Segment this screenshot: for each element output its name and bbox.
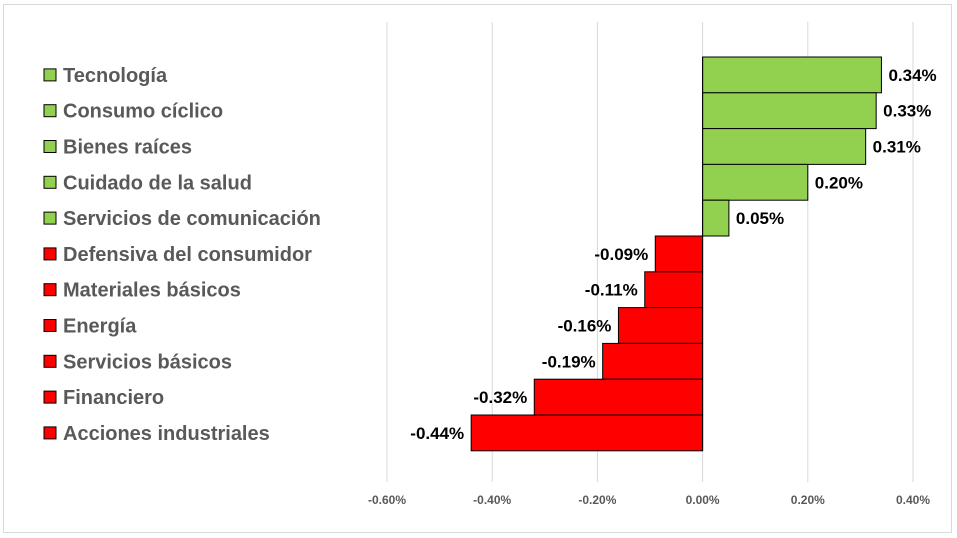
legend-swatch: [43, 426, 57, 440]
legend-label: Energía: [63, 316, 137, 338]
x-tick-label: 0.00%: [686, 493, 720, 507]
bar: [617, 307, 704, 344]
data-label: -0.16%: [558, 317, 612, 336]
legend-label: Servicios de comunicación: [63, 208, 321, 230]
bar: [702, 56, 882, 94]
legend-swatch: [43, 175, 57, 189]
legend: Tecnología Consumo cíclico Bienes raíces Cu…: [43, 65, 321, 445]
legend-swatch: [43, 283, 57, 297]
legend-label: Financiero: [63, 387, 164, 409]
legend-swatch: [43, 211, 57, 225]
data-label: 0.33%: [883, 102, 931, 121]
data-label: 0.31%: [873, 138, 921, 157]
data-label: 0.05%: [736, 209, 784, 228]
legend-swatch: [43, 247, 57, 261]
bar: [702, 128, 867, 165]
x-tick-label: 0.20%: [791, 493, 825, 507]
x-axis-ticks: -0.60% -0.40% -0.20% 0.00% 0.20% 0.40%: [368, 493, 930, 507]
legend-label: Bienes raíces: [63, 137, 192, 159]
legend-swatch: [43, 68, 57, 82]
legend-swatch: [43, 319, 57, 332]
legend-swatch: [43, 390, 57, 404]
bar: [654, 235, 704, 273]
data-label: 0.34%: [888, 66, 936, 85]
legend-swatch: [43, 140, 57, 153]
data-label: -0.19%: [542, 352, 596, 371]
bar: [533, 378, 704, 416]
x-tick-label: -0.60%: [368, 493, 406, 507]
value-labels: 0.34% 0.33% 0.31% 0.20% 0.05% -0.09% -0.11% -0.…: [410, 66, 936, 443]
x-tick-label: -0.40%: [473, 493, 511, 507]
bar: [702, 163, 809, 201]
legend-swatch: [43, 104, 57, 118]
data-label: -0.09%: [594, 245, 648, 264]
data-label: -0.11%: [585, 281, 638, 300]
bar: [702, 92, 877, 130]
bar: [470, 414, 704, 452]
legend-label: Consumo cíclico: [63, 101, 223, 123]
legend-label: Acciones industriales: [63, 423, 270, 445]
data-label: -0.32%: [473, 388, 527, 407]
bar: [644, 271, 704, 309]
legend-label: Tecnología: [63, 65, 168, 87]
bars: [470, 56, 882, 452]
x-tick-label: -0.20%: [578, 493, 616, 507]
bar: [602, 342, 704, 380]
data-label: 0.20%: [815, 173, 863, 192]
legend-label: Defensiva del consumidor: [63, 244, 312, 266]
legend-label: Servicios básicos: [63, 351, 232, 373]
legend-label: Cuidado de la salud: [63, 172, 252, 194]
data-label: -0.44%: [410, 424, 464, 443]
legend-swatch: [43, 354, 57, 368]
bar: [702, 199, 730, 237]
x-tick-label: 0.40%: [896, 493, 930, 507]
legend-label: Materiales básicos: [63, 280, 241, 302]
